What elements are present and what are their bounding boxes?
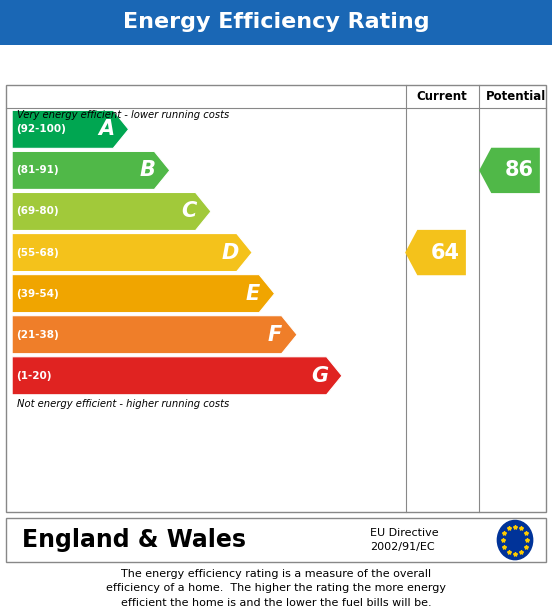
Text: (55-68): (55-68) — [17, 248, 59, 257]
Polygon shape — [12, 110, 129, 148]
Text: A: A — [98, 120, 115, 139]
Text: Potential: Potential — [485, 89, 546, 103]
Polygon shape — [12, 357, 342, 395]
Text: 64: 64 — [431, 243, 459, 262]
Text: G: G — [311, 366, 328, 386]
Text: (92-100): (92-100) — [17, 124, 66, 134]
Polygon shape — [12, 192, 211, 230]
Bar — [0, 0, 552, 45]
Text: England & Wales: England & Wales — [22, 528, 246, 552]
Polygon shape — [12, 234, 252, 272]
Text: F: F — [268, 325, 282, 345]
Text: (39-54): (39-54) — [17, 289, 59, 299]
Polygon shape — [405, 230, 466, 275]
Text: B: B — [140, 161, 156, 180]
Text: (81-91): (81-91) — [17, 166, 59, 175]
Text: Energy Efficiency Rating: Energy Efficiency Rating — [123, 12, 429, 32]
Polygon shape — [12, 275, 274, 313]
Polygon shape — [479, 148, 540, 193]
Text: C: C — [181, 202, 197, 221]
Text: Current: Current — [416, 89, 467, 103]
Circle shape — [497, 520, 533, 560]
Text: 86: 86 — [505, 161, 533, 180]
Text: (69-80): (69-80) — [17, 207, 59, 216]
Text: D: D — [221, 243, 239, 262]
Text: Very energy efficient - lower running costs: Very energy efficient - lower running co… — [17, 110, 229, 120]
Polygon shape — [12, 151, 170, 189]
Text: The energy efficiency rating is a measure of the overall
efficiency of a home.  : The energy efficiency rating is a measur… — [106, 569, 446, 608]
Bar — [6, 85, 546, 512]
Text: Not energy efficient - higher running costs: Not energy efficient - higher running co… — [17, 399, 229, 409]
Polygon shape — [12, 316, 297, 354]
Text: (21-38): (21-38) — [17, 330, 59, 340]
Text: (1-20): (1-20) — [17, 371, 52, 381]
Text: EU Directive
2002/91/EC: EU Directive 2002/91/EC — [370, 528, 438, 552]
Bar — [6, 518, 546, 562]
Text: E: E — [246, 284, 259, 303]
